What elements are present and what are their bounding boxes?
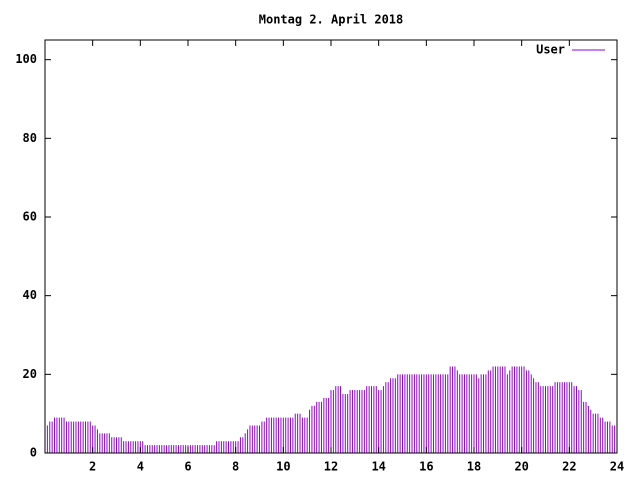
x-tick-label: 10 xyxy=(276,460,290,474)
x-tick-label: 4 xyxy=(137,460,144,474)
x-tick-label: 2 xyxy=(89,460,96,474)
x-tick-label: 14 xyxy=(371,460,385,474)
y-tick-label: 40 xyxy=(23,288,37,302)
x-tick-label: 24 xyxy=(610,460,624,474)
y-tick-label: 20 xyxy=(23,367,37,381)
x-tick-label: 8 xyxy=(232,460,239,474)
legend-label: User xyxy=(536,43,565,57)
y-tick-label: 0 xyxy=(30,446,37,460)
x-tick-label: 6 xyxy=(184,460,191,474)
x-tick-label: 18 xyxy=(467,460,481,474)
chart-title: Montag 2. April 2018 xyxy=(259,13,404,27)
x-tick-label: 20 xyxy=(514,460,528,474)
x-tick-label: 16 xyxy=(419,460,433,474)
x-tick-label: 12 xyxy=(324,460,338,474)
y-tick-label: 80 xyxy=(23,131,37,145)
y-tick-label: 60 xyxy=(23,210,37,224)
y-tick-label: 100 xyxy=(15,52,37,66)
x-tick-label: 22 xyxy=(562,460,576,474)
